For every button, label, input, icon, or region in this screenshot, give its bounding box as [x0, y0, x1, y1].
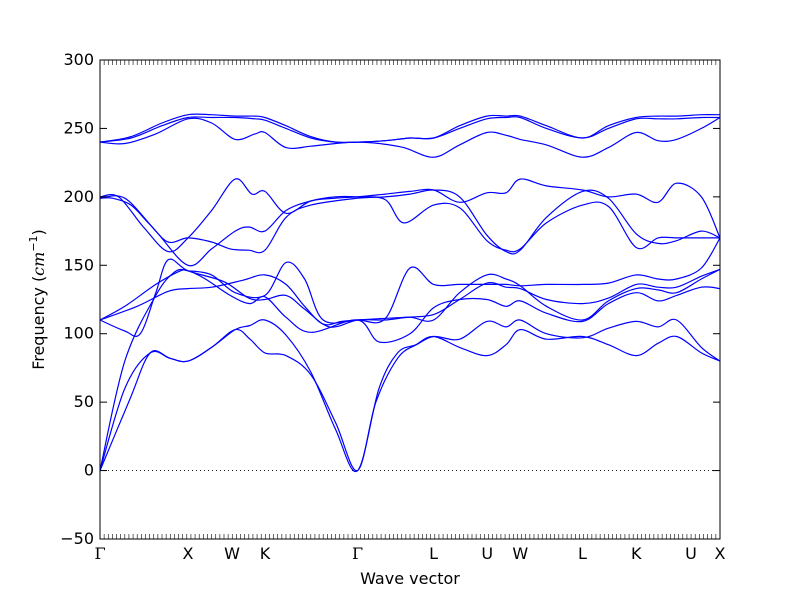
- x-tick-label: L: [578, 544, 587, 563]
- x-tick-label: Γ: [94, 544, 105, 563]
- band-line-7: [99, 189, 721, 255]
- y-tick-label: −50: [60, 529, 94, 548]
- x-tick-label: U: [481, 544, 493, 563]
- band-line-9: [99, 178, 721, 253]
- x-tick-label: K: [260, 544, 271, 563]
- x-tick-label: Γ: [352, 544, 363, 563]
- x-axis-label: Wave vector: [360, 569, 460, 588]
- y-axis-label: Frequency (cm−1): [27, 229, 48, 370]
- x-tick-label: U: [685, 544, 697, 563]
- y-tick-label: 50: [74, 392, 94, 411]
- band-line-10: [99, 116, 721, 158]
- y-tick-label: 250: [63, 118, 94, 137]
- x-tick-label: X: [182, 544, 193, 563]
- band-line-5: [99, 268, 721, 326]
- x-tick-label: L: [429, 544, 438, 563]
- y-tick-label: 0: [84, 461, 94, 480]
- band-line-6: [99, 237, 721, 324]
- y-tick-label: 150: [63, 255, 94, 274]
- x-tick-label: X: [715, 544, 726, 563]
- y-tick-label: 300: [63, 50, 94, 69]
- band-line-1: [99, 328, 721, 472]
- y-tick-label: 100: [63, 324, 94, 343]
- band-line-3: [99, 268, 721, 471]
- plot-frame: [99, 59, 721, 540]
- x-tick-label: W: [512, 544, 528, 563]
- band-line-8: [99, 195, 720, 267]
- band-line-12: [99, 113, 721, 144]
- band-line-2: [99, 318, 721, 473]
- band-line-4: [99, 258, 721, 337]
- y-tick-label: 200: [63, 187, 94, 206]
- x-tick-label: W: [224, 544, 240, 563]
- x-tick-label: K: [631, 544, 642, 563]
